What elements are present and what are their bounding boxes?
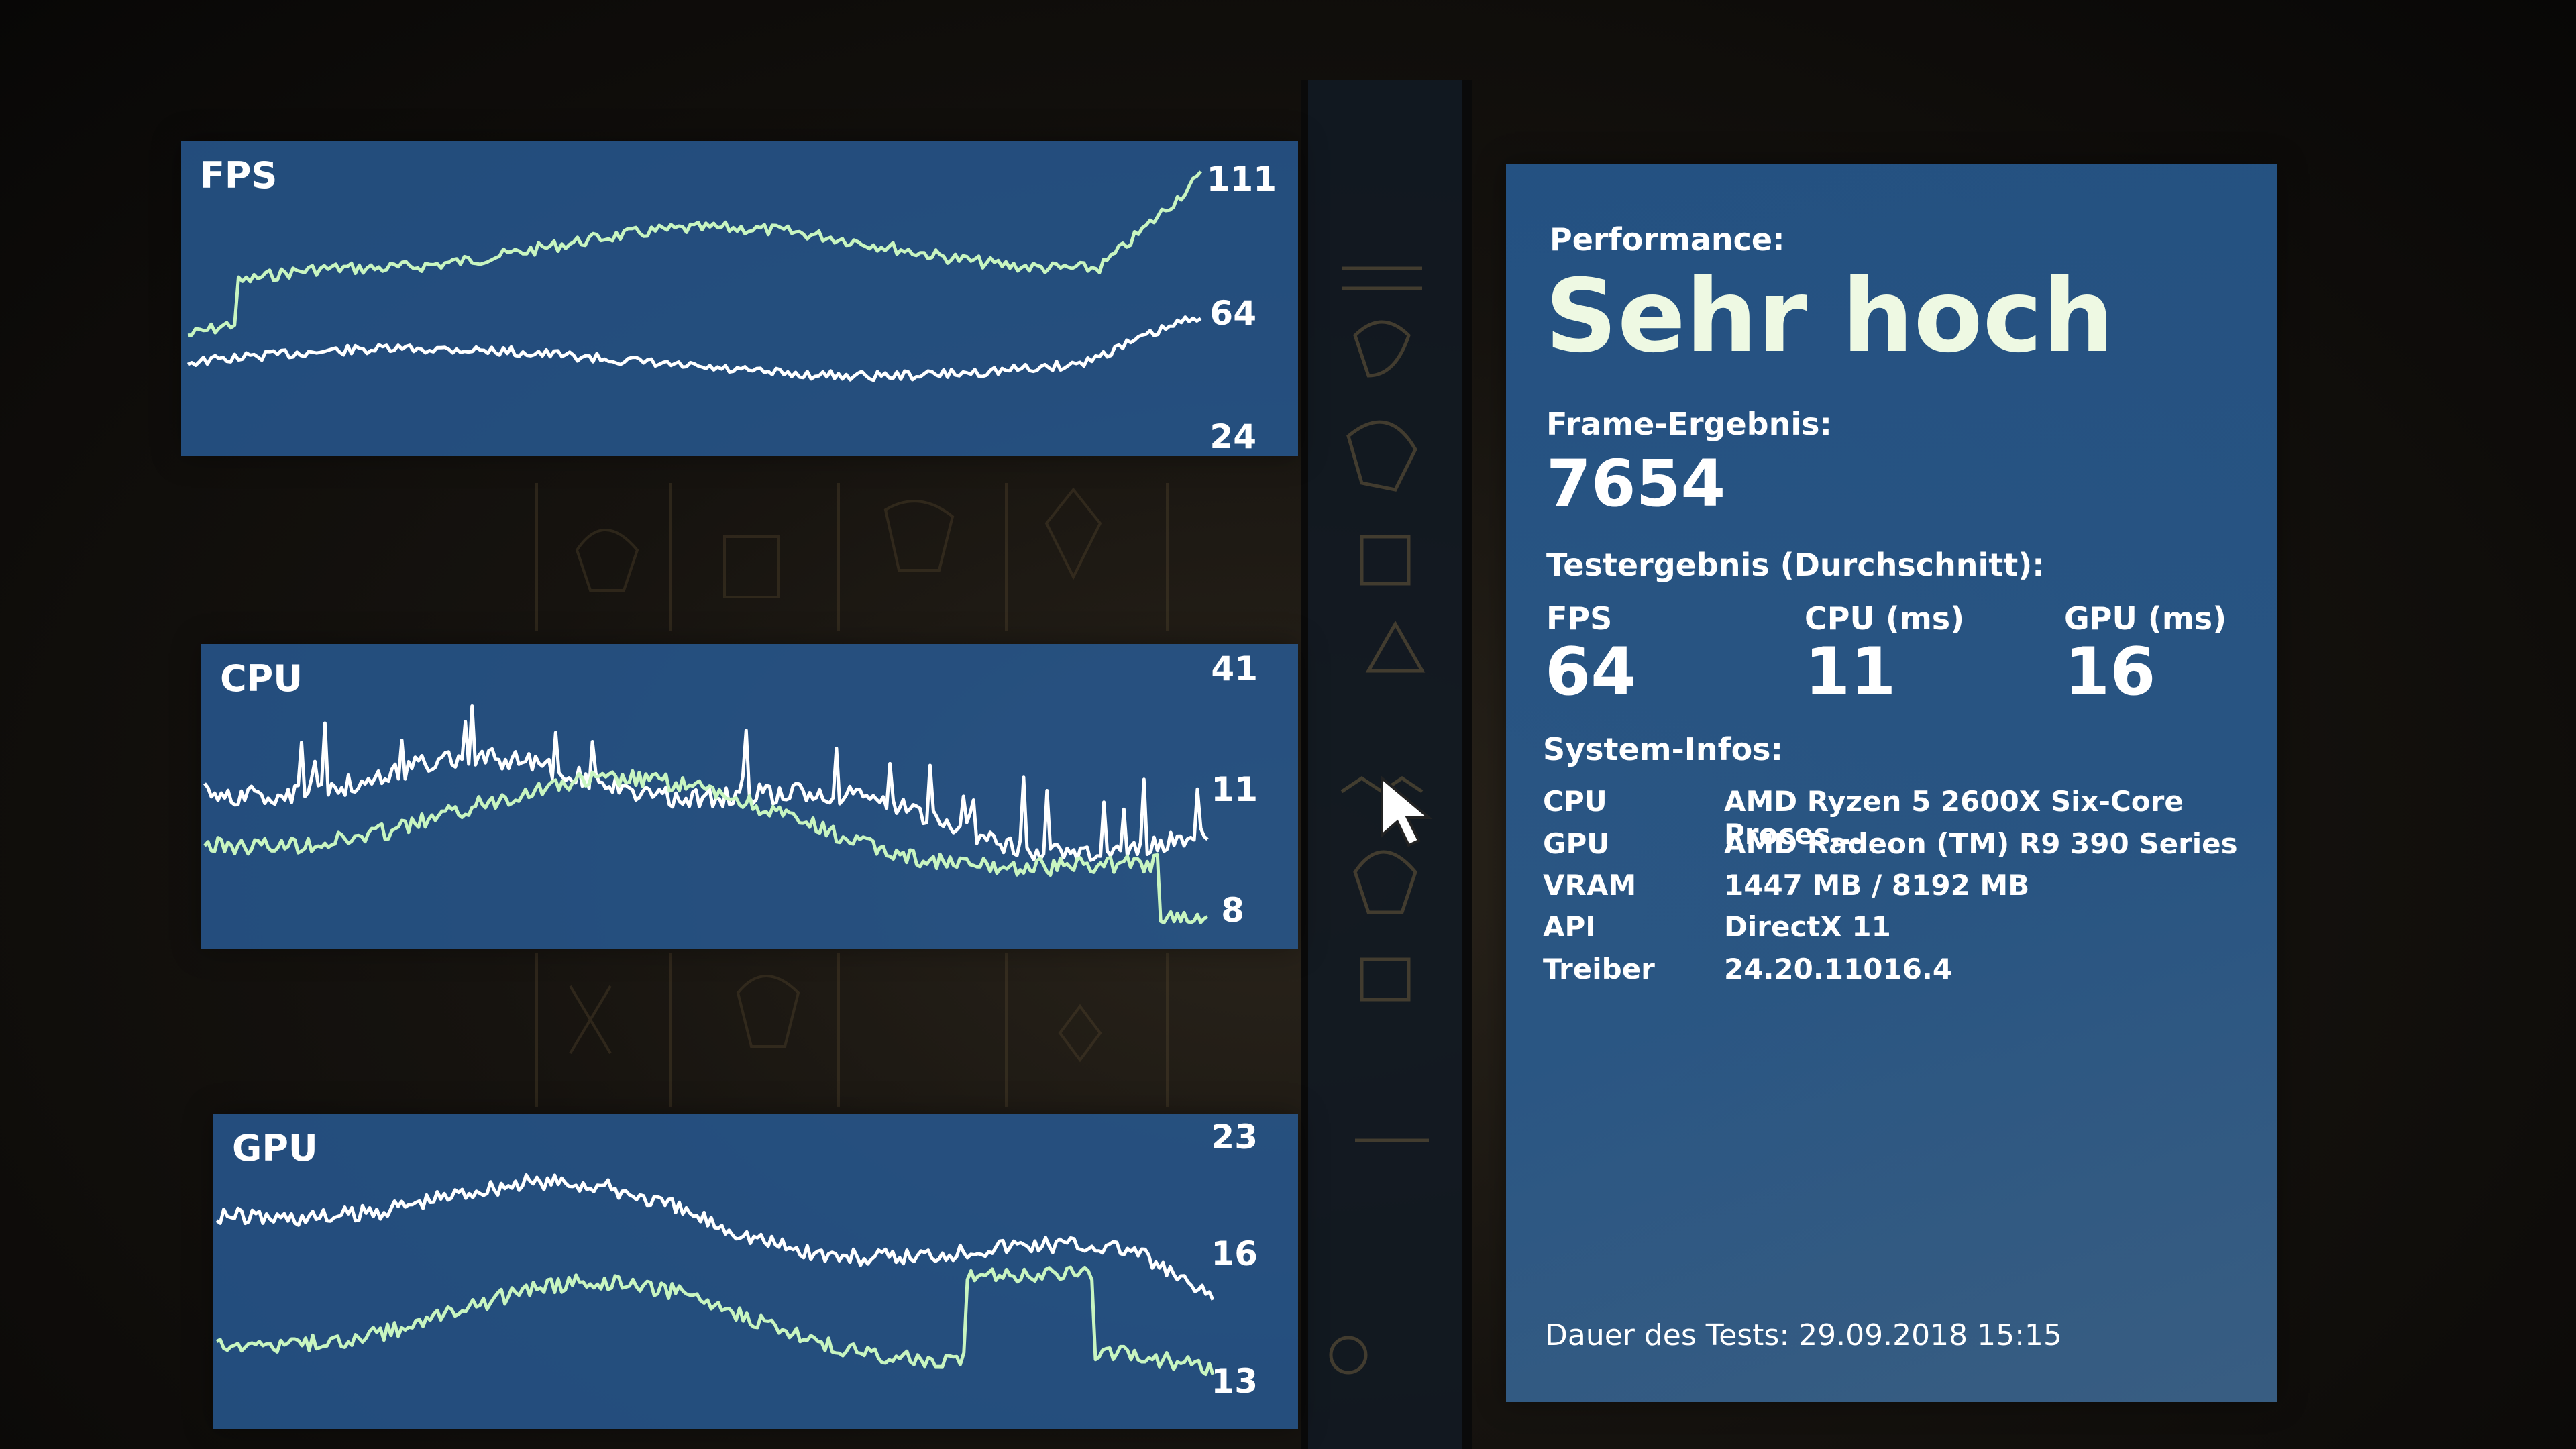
gpu-graph-panel: GPU 23 16 13 — [213, 1114, 1298, 1429]
metric-gpu-value: 16 — [2064, 634, 2156, 710]
fps-min-label: 24 — [1210, 417, 1256, 456]
frame-result-label: Frame-Ergebnis: — [1546, 406, 1832, 442]
gpu-graph-title: GPU — [232, 1127, 318, 1169]
cpu-graph-plot — [203, 704, 1209, 924]
cpu-avg-label: 11 — [1211, 770, 1258, 809]
test-duration-footer: Dauer des Tests: 29.09.2018 15:15 — [1545, 1318, 2062, 1352]
gpu-trace-green — [215, 1265, 1215, 1377]
fps-graph-panel: FPS 111 64 24 — [181, 141, 1298, 456]
performance-value: Sehr hoch — [1545, 258, 2114, 375]
cpu-max-label: 41 — [1211, 649, 1258, 688]
fps-graph-plot — [186, 170, 1202, 382]
system-cpu-value: AMD Ryzen 5 2600X Six-Core Proces... — [1724, 785, 2184, 851]
gpu-avg-label: 16 — [1211, 1234, 1258, 1273]
cpu-graph-panel: CPU 41 11 8 — [201, 644, 1298, 949]
fps-trace-green — [187, 170, 1202, 337]
performance-label: Performance: — [1550, 221, 1785, 258]
metric-gpu-label: GPU (ms) — [2064, 600, 2227, 637]
system-driver-key: Treiber — [1543, 953, 1655, 985]
gpu-min-label: 13 — [1211, 1362, 1258, 1401]
metric-fps-value: 64 — [1545, 634, 1637, 710]
system-vram-value: 1447 MB / 8192 MB — [1724, 869, 2030, 902]
test-result-label: Testergebnis (Durchschnitt): — [1546, 547, 2045, 583]
gpu-trace-white — [215, 1173, 1215, 1301]
system-vram-key: VRAM — [1543, 869, 1637, 902]
gpu-max-label: 23 — [1211, 1118, 1258, 1157]
gpu-graph-plot — [215, 1173, 1215, 1377]
system-gpu-value: AMD Radeon (TM) R9 390 Series — [1724, 827, 2238, 860]
system-gpu-key: GPU — [1543, 827, 1610, 860]
fps-avg-label: 64 — [1210, 294, 1256, 333]
cpu-min-label: 8 — [1221, 891, 1244, 930]
system-cpu-key: CPU — [1543, 785, 1607, 818]
fps-graph-title: FPS — [200, 154, 278, 197]
system-driver-value: 24.20.11016.4 — [1724, 953, 1953, 985]
metric-fps-label: FPS — [1546, 600, 1613, 637]
metric-cpu-value: 11 — [1805, 634, 1896, 710]
frame-result-value: 7654 — [1546, 446, 1726, 521]
results-panel: Performance: Sehr hoch Frame-Ergebnis: 7… — [1506, 164, 2277, 1402]
fps-trace-white — [186, 315, 1202, 382]
cpu-trace-green — [203, 769, 1209, 924]
system-api-value: DirectX 11 — [1724, 910, 1891, 943]
system-api-key: API — [1543, 910, 1596, 943]
mouse-cursor-icon — [1381, 775, 1433, 847]
system-info-label: System-Infos: — [1543, 731, 1783, 767]
cpu-graph-title: CPU — [220, 657, 303, 700]
fps-max-label: 111 — [1206, 160, 1277, 199]
metric-cpu-label: CPU (ms) — [1805, 600, 1965, 637]
